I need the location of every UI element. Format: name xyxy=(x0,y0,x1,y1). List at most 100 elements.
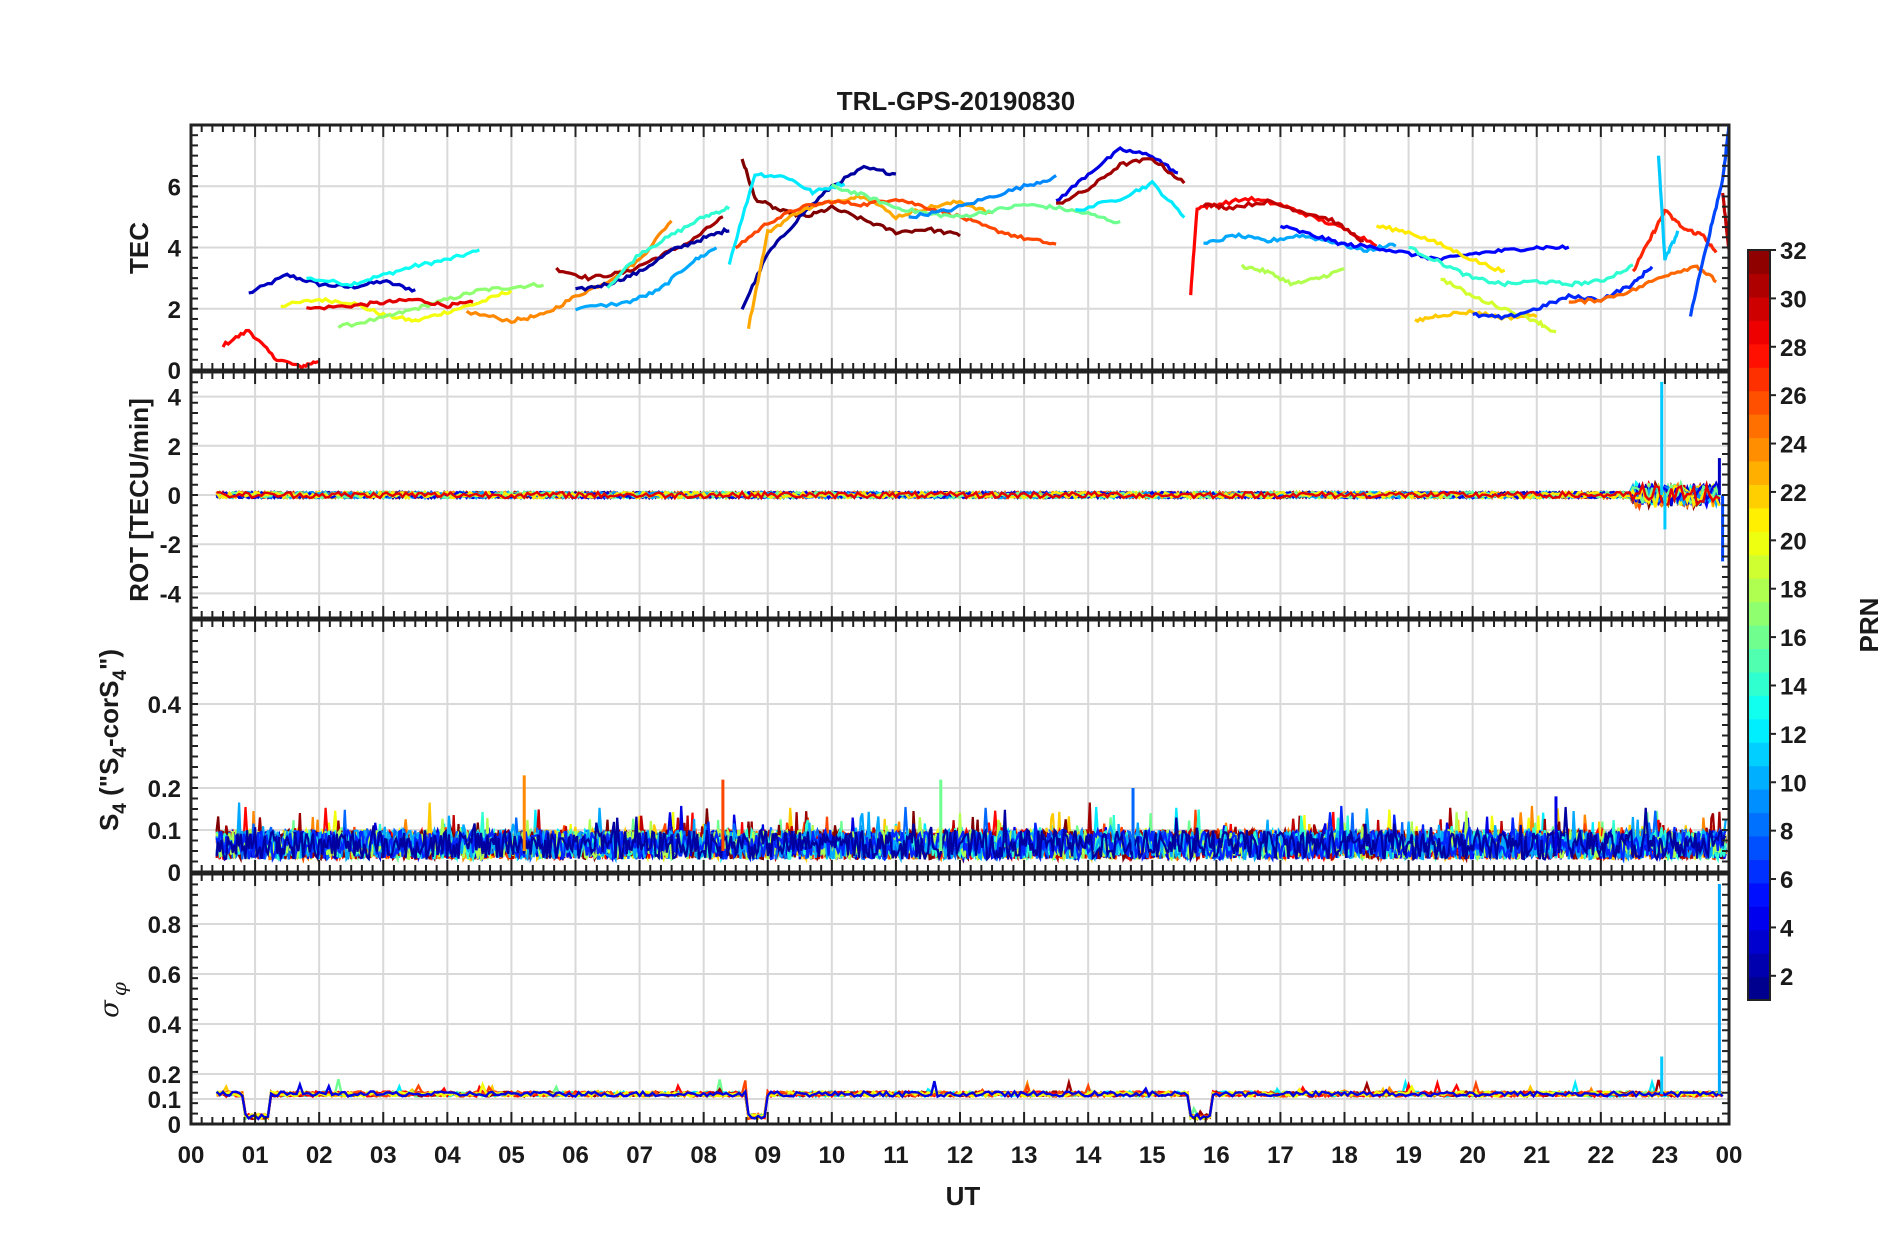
colorbar-segment xyxy=(1748,250,1770,275)
colorbar-segment xyxy=(1748,531,1770,556)
x-tick-label: 20 xyxy=(1459,1142,1486,1169)
y-tick-label: 0.1 xyxy=(148,1087,181,1114)
colorbar-segment xyxy=(1748,484,1770,509)
tec-ylabel: TEC xyxy=(124,222,154,274)
sigma-series-line xyxy=(215,1080,1724,1121)
tec-series-line xyxy=(221,328,320,370)
data-layer xyxy=(215,775,1727,864)
colorbar-segment xyxy=(1748,882,1770,907)
colorbar-segment xyxy=(1748,390,1770,415)
tec-series-line xyxy=(734,198,1057,250)
tec-series-line xyxy=(248,272,416,295)
colorbar-segment xyxy=(1748,718,1770,743)
s4-panel: 0 0.1 0.2 0.4 xyxy=(148,618,1731,887)
x-tick-label: 04 xyxy=(434,1142,461,1169)
y-tick-label: 4 xyxy=(168,385,182,412)
tec-series-line xyxy=(306,297,474,311)
y-tick-label: 0 xyxy=(168,1112,181,1139)
x-tick-label: 02 xyxy=(306,1142,333,1169)
colorbar-segment xyxy=(1748,648,1770,673)
y-tick-label: 0.4 xyxy=(148,692,182,719)
tec-series-line xyxy=(1055,146,1179,203)
colorbar-segment xyxy=(1748,953,1770,978)
tec-series-line xyxy=(306,248,481,288)
colorbar-segment xyxy=(1748,367,1770,392)
rot-ylabel: ROT [TECU/min] xyxy=(124,398,154,602)
y-tick-label: -2 xyxy=(160,532,181,559)
figure-title: TRL-GPS-20190830 xyxy=(837,86,1075,116)
colorbar-tick-label: 8 xyxy=(1780,819,1793,846)
x-tick-label: 14 xyxy=(1075,1142,1102,1169)
colorbar-segment xyxy=(1748,812,1770,837)
colorbar-tick-label: 12 xyxy=(1780,722,1807,749)
colorbar-frame xyxy=(1747,249,1771,1001)
x-tick-label: 00 xyxy=(178,1142,205,1169)
x-tick-label: 00 xyxy=(1716,1142,1743,1169)
colorbar-tick-label: 18 xyxy=(1780,577,1807,604)
x-tick-label: 13 xyxy=(1011,1142,1038,1169)
tec-series-line xyxy=(280,289,513,323)
x-tick-label: 23 xyxy=(1652,1142,1679,1169)
colorbar-tick-label: 14 xyxy=(1780,673,1807,700)
colorbar-segment xyxy=(1748,625,1770,650)
colorbar-segment xyxy=(1748,460,1770,485)
colorbar-segment xyxy=(1748,507,1770,532)
colorbar-segment xyxy=(1748,835,1770,860)
colorbar-tick-label: 24 xyxy=(1780,432,1807,459)
panel-frame xyxy=(189,872,1731,1126)
colorbar-tick-label: 28 xyxy=(1780,335,1807,362)
tec-series-line xyxy=(1240,263,1345,287)
y-tick-label: 2 xyxy=(168,434,181,461)
x-tick-label: 10 xyxy=(818,1142,845,1169)
tec-series-line xyxy=(575,226,730,292)
tec-series-line xyxy=(1408,246,1634,288)
tec-series-line xyxy=(1440,277,1557,334)
x-tick-label: 06 xyxy=(562,1142,589,1169)
panel-frame xyxy=(189,123,1731,372)
data-layer xyxy=(221,125,1729,370)
colorbar-segment xyxy=(1748,859,1770,884)
x-tick-label: 16 xyxy=(1203,1142,1230,1169)
tec-series-line xyxy=(1202,198,1364,243)
tec-series-line xyxy=(465,219,673,325)
tec-series-line xyxy=(574,246,718,312)
s4-series-line xyxy=(215,806,1727,864)
colorbar-segment xyxy=(1748,554,1770,579)
x-tick-label: 07 xyxy=(626,1142,653,1169)
x-tick-labels: 00 01 02 03 04 05 06 07 08 09 10 11 12 13 14 15 16 17 18 19… xyxy=(178,1142,1743,1169)
colorbar-tick-label: 32 xyxy=(1780,238,1807,265)
tec-series-line xyxy=(746,193,993,329)
tec-series-line xyxy=(740,164,897,310)
x-tick-label: 11 xyxy=(883,1142,908,1169)
y-tick-label: 2 xyxy=(168,297,181,324)
colorbar-segment xyxy=(1748,742,1770,767)
x-tick-label: 15 xyxy=(1139,1142,1166,1169)
colorbar-segment xyxy=(1748,671,1770,696)
colorbar-segment xyxy=(1748,906,1770,931)
x-tick-label: 05 xyxy=(498,1142,525,1169)
colorbar-segment xyxy=(1748,789,1770,814)
colorbar-segment xyxy=(1748,765,1770,790)
tec-series-line xyxy=(337,281,544,329)
colorbar-segment xyxy=(1748,695,1770,720)
rot-series-line xyxy=(216,480,1721,508)
tec-panel: 0 2 4 6 xyxy=(168,123,1731,385)
tec-series-line xyxy=(606,205,731,289)
tec-series-line xyxy=(831,183,1121,225)
rot-panel: -4 -2 0 2 4 xyxy=(160,370,1731,620)
y-tick-label: -4 xyxy=(160,581,182,608)
sigma-phi-ylabel: σφ xyxy=(95,982,131,1018)
x-tick-label: 08 xyxy=(690,1142,717,1169)
x-tick-label: 17 xyxy=(1267,1142,1294,1169)
colorbar-tick-label: 22 xyxy=(1780,480,1807,507)
colorbar-segment xyxy=(1748,296,1770,321)
x-tick-label: 21 xyxy=(1523,1142,1550,1169)
x-tick-label: 22 xyxy=(1587,1142,1614,1169)
sigma-phi-panel: 00.10.2 0.4 0.6 0.8 xyxy=(148,872,1731,1139)
x-tick-label: 19 xyxy=(1395,1142,1422,1169)
colorbar-segment xyxy=(1748,929,1770,954)
y-tick-label: 0.2 xyxy=(148,776,181,803)
x-axis-label: UT xyxy=(946,1181,981,1211)
y-tick-label: 0 xyxy=(168,860,181,887)
